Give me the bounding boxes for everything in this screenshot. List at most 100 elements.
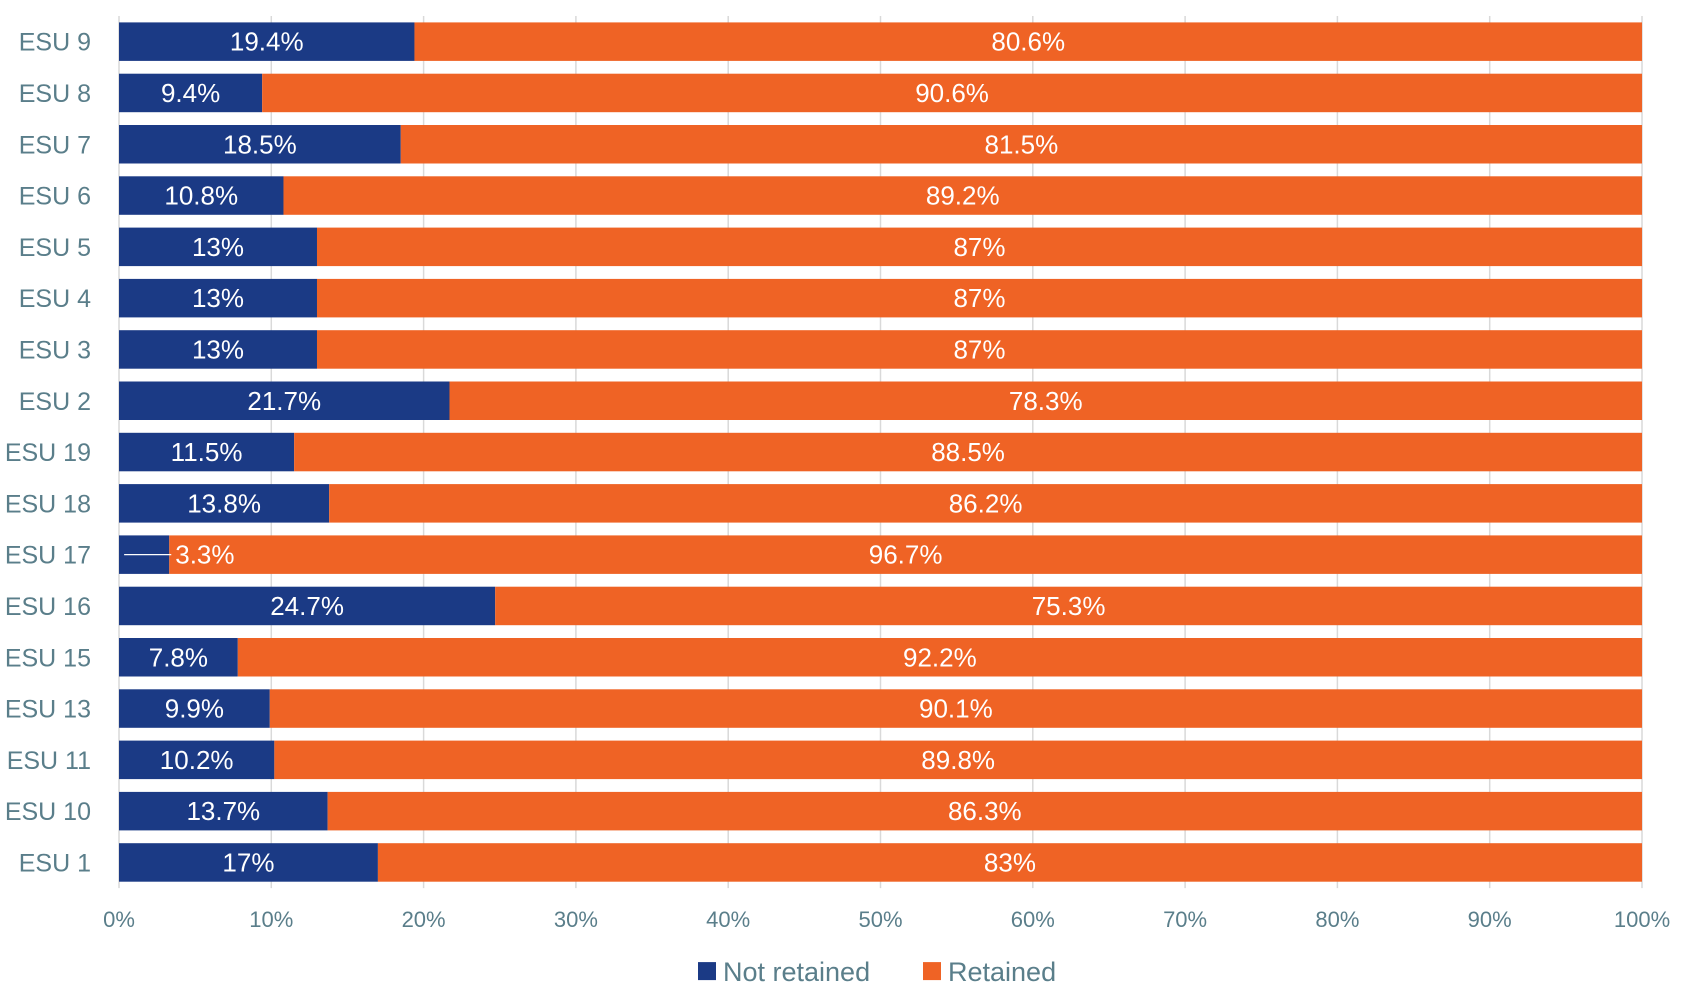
bar-not-retained [119, 125, 401, 164]
bar-not-retained [119, 381, 450, 420]
bar-not-retained [119, 791, 328, 831]
bar-retained [414, 22, 1642, 61]
bar-retained [400, 125, 1642, 164]
bar-not-retained [119, 176, 284, 215]
data-label: 13% [192, 334, 244, 364]
data-label: 75.3% [1032, 591, 1106, 621]
data-label: 80.6% [991, 27, 1065, 57]
data-label: 90.1% [919, 694, 993, 724]
bar-retained [262, 73, 1642, 113]
bar-retained [316, 278, 1642, 318]
bar-retained [327, 791, 1642, 831]
data-label: 13.8% [187, 488, 261, 518]
bar-retained [294, 432, 1642, 472]
data-label: 13% [192, 232, 244, 262]
data-label: 89.2% [926, 181, 1000, 211]
bar-not-retained [119, 843, 378, 882]
legend-swatch [698, 962, 716, 981]
bars [119, 22, 1643, 882]
bar-not-retained [119, 22, 415, 61]
x-tick-label: 80% [1315, 907, 1359, 932]
category-label: ESU 1 [19, 849, 91, 877]
data-label: 18.5% [223, 129, 297, 159]
data-label: 10.8% [164, 181, 238, 211]
category-label: ESU 17 [5, 542, 91, 570]
x-tick-label: 20% [402, 907, 446, 932]
data-label: 9.9% [165, 694, 224, 724]
data-label: 81.5% [985, 129, 1059, 159]
data-label: 86.3% [948, 796, 1022, 826]
data-label: 13% [192, 283, 244, 313]
bar-not-retained [119, 689, 270, 728]
bar-retained [316, 227, 1642, 267]
data-label: 83% [984, 847, 1036, 877]
x-tick-label: 70% [1163, 907, 1207, 932]
data-label: 87% [953, 232, 1005, 262]
data-label: 86.2% [949, 488, 1023, 518]
data-label: 9.4% [161, 78, 220, 108]
bar-not-retained [119, 227, 317, 267]
bar-retained [274, 740, 1643, 780]
x-tick-label: 50% [858, 907, 902, 932]
x-tick-label: 100% [1614, 907, 1670, 932]
data-label: 13.7% [186, 796, 260, 826]
category-label: ESU 2 [19, 388, 91, 416]
data-label: 3.3% [175, 540, 234, 570]
bar-not-retained [119, 740, 275, 780]
data-label: 21.7% [247, 386, 321, 416]
legend-label: Retained [948, 957, 1056, 987]
value-axis: 0% 10% 20% 30% 40% 50% 60% 70% 80% 90% 100% [103, 907, 1670, 932]
x-tick-label: 60% [1011, 907, 1055, 932]
data-label: 96.7% [869, 540, 943, 570]
bar-retained [316, 330, 1642, 369]
category-label: ESU 4 [19, 285, 91, 313]
bar-retained [377, 843, 1642, 882]
bar-retained [449, 381, 1643, 420]
data-label: 78.3% [1009, 386, 1083, 416]
data-label: 92.2% [903, 642, 977, 672]
bar-not-retained [119, 432, 295, 472]
data-label: 7.8% [149, 642, 208, 672]
category-label: ESU 3 [19, 336, 91, 364]
category-axis: ESU 9 ESU 8 ESU 7 ESU 6 ESU 5 ESU 4 ESU 3 ESU 2… [5, 29, 91, 878]
bar-retained [329, 484, 1642, 523]
bar-not-retained [119, 330, 317, 369]
data-label: 24.7% [270, 591, 344, 621]
bar-retained [269, 689, 1643, 728]
bar-not-retained [119, 484, 330, 523]
data-label: 88.5% [931, 437, 1005, 467]
legend-swatch [923, 962, 941, 981]
category-label: ESU 8 [19, 80, 91, 108]
data-label: 89.8% [921, 745, 995, 775]
bar-not-retained [119, 73, 263, 113]
category-label: ESU 19 [5, 439, 91, 467]
data-label: 87% [953, 283, 1005, 313]
legend: Not retained Retained [698, 957, 1056, 987]
data-label: 90.6% [915, 78, 989, 108]
category-label: ESU 15 [5, 644, 91, 672]
x-tick-label: 40% [706, 907, 750, 932]
data-label: 87% [953, 334, 1005, 364]
bar-retained [283, 176, 1642, 215]
data-label: 10.2% [160, 745, 234, 775]
category-label: ESU 18 [5, 490, 91, 518]
data-label: 11.5% [171, 437, 243, 467]
category-label: ESU 7 [19, 131, 91, 159]
x-tick-label: 30% [554, 907, 598, 932]
category-label: ESU 13 [5, 696, 91, 724]
data-label: 17% [222, 847, 274, 877]
bar-not-retained [119, 638, 238, 677]
bar-retained [237, 638, 1643, 677]
bar-not-retained [119, 278, 317, 318]
bar-retained [169, 535, 1642, 574]
category-label: ESU 16 [5, 593, 91, 621]
bar-retained [495, 586, 1642, 626]
category-label: ESU 10 [5, 798, 91, 826]
category-label: ESU 5 [19, 234, 91, 262]
category-label: ESU 9 [19, 29, 91, 57]
category-label: ESU 11 [7, 747, 91, 775]
x-tick-label: 90% [1468, 907, 1512, 932]
data-label: 19.4% [230, 27, 304, 57]
legend-label: Not retained [723, 957, 870, 987]
